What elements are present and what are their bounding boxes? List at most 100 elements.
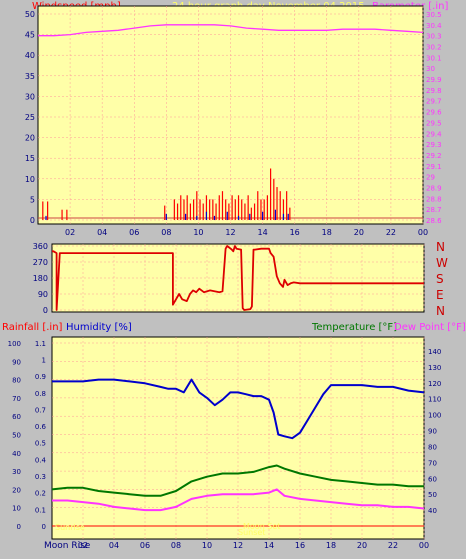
humidity-y-tick-label: 0 [17,523,21,531]
x-tick-label: 02 [65,228,75,237]
baro-y-tick-label: 30.3 [426,33,442,41]
panel3-contents: 02 04 06 08 10 12 14 16 18 20 22 000102030405060708… [8,337,441,550]
dewpoint-line [52,488,425,512]
wind-y-tick-label: 15 [25,154,35,163]
compass-label: E [436,288,444,302]
humidity-y-tick-label: 90 [12,358,21,366]
wind-y-tick-label: 40 [25,51,35,60]
humidity-y-tick-label: 100 [8,340,21,348]
x-tick-label: 14 [264,541,274,550]
temperature-y-tick-label: 100 [428,412,441,420]
baro-y-tick-label: 29.2 [426,152,442,160]
wind-y-tick-label: 0 [30,216,35,225]
rain-y-tick-label: 0.5 [35,440,46,448]
direction-y-tick-label: 270 [33,258,48,267]
compass-label: S [436,272,444,286]
x-tick-label: 04 [97,228,107,237]
humidity-y-tick-label: 50 [12,432,21,440]
baro-y-tick-label: 29.8 [426,87,442,95]
baro-y-tick-label: 29 [426,174,435,182]
x-tick-label: 16 [295,541,305,550]
x-tick-label: 12 [233,541,243,550]
temperature-y-tick-label: 90 [428,428,437,436]
x-tick-label: 08 [171,541,181,550]
x-tick-label: 22 [386,228,396,237]
humidity-y-tick-label: 70 [12,395,21,403]
compass-label: N [436,240,445,254]
barometer-line [38,24,424,37]
direction-y-tick-label: 360 [33,242,48,251]
x-tick-label: 00 [419,541,429,550]
x-tick-label: 18 [326,541,336,550]
rain-y-tick-label: 0.7 [35,406,46,414]
baro-y-tick-label: 29.3 [426,141,442,149]
wind-y-tick-label: 35 [25,72,35,81]
dewpoint-legend: Dew Point [°F] [394,322,466,333]
baro-y-tick-label: 29.9 [426,76,442,84]
rain-y-tick-label: 0.3 [35,473,46,481]
baro-y-tick-label: 29.1 [426,163,442,171]
rain-y-tick-label: 1 [42,356,46,364]
wind-y-tick-label: 25 [25,113,35,122]
baro-y-tick-label: 30.2 [426,44,442,52]
x-tick-label: 20 [357,541,367,550]
wind-y-tick-label: 10 [25,175,35,184]
temperature-line [51,464,424,497]
temperature-y-tick-label: 80 [428,443,437,451]
x-tick-label: 06 [140,541,150,550]
x-tick-label: 04 [109,541,119,550]
direction-y-tick-label: 90 [38,290,48,299]
humidity-y-tick-label: 60 [12,413,21,421]
baro-y-tick-label: 30.4 [426,22,442,30]
x-tick-label: 14 [257,228,267,237]
x-tick-label: 12 [225,228,235,237]
humidity-line [52,378,425,440]
x-tick-label: 10 [202,541,212,550]
x-tick-label: 16 [290,228,300,237]
sunset-label: Sunset [238,528,265,537]
rain-y-tick-label: 0.1 [35,506,46,514]
temperature-y-tick-label: 40 [428,507,437,515]
temperature-y-tick-label: 110 [428,396,441,404]
baro-y-tick-label: 29.6 [426,109,442,117]
rain-y-tick-label: 0 [42,523,46,531]
wind-y-tick-label: 20 [25,134,35,143]
temperature-y-tick-label: 70 [428,459,437,467]
compass-label: W [436,256,448,270]
temperature-y-tick-label: 50 [428,491,437,499]
temperature-y-tick-label: 130 [428,364,441,372]
rain-y-tick-label: 0.8 [35,390,46,398]
baro-y-tick-label: 28.8 [426,195,442,203]
wind-y-tick-label: 5 [30,195,35,204]
rain-y-tick-label: 0.4 [35,456,47,464]
baro-y-tick-label: 30.5 [426,11,442,19]
x-tick-label: 08 [161,228,171,237]
temperature-y-tick-label: 140 [428,348,441,356]
baro-y-tick-label: 28.7 [426,206,442,214]
x-tick-label: 10 [193,228,203,237]
baro-y-tick-label: 29.7 [426,98,442,106]
wind-y-tick-label: 50 [25,10,35,19]
humidity-legend: Humidity [%] [66,322,132,333]
humidity-y-tick-label: 20 [12,486,21,494]
x-tick-label: 18 [322,228,332,237]
panel1-contents: 02 04 06 08 10 12 14 16 18 20 22 000510152025303540… [25,6,442,237]
wind-direction-line [52,245,424,311]
x-tick-label: 20 [354,228,364,237]
baro-y-tick-label: 29.4 [426,130,442,138]
rain-y-tick-label: 0.2 [35,490,46,498]
baro-y-tick-label: 28.6 [426,217,442,225]
rain-y-tick-label: 0.9 [35,373,46,381]
wind-y-tick-label: 30 [25,92,35,101]
rain-y-tick-label: 0.6 [35,423,47,431]
x-tick-label: 22 [388,541,398,550]
humidity-y-tick-label: 10 [12,505,21,513]
wind-y-tick-label: 45 [25,31,35,40]
baro-y-tick-label: 30.1 [426,54,442,62]
rain-y-tick-label: 1.1 [35,340,46,348]
humidity-y-tick-label: 30 [12,468,21,476]
temperature-y-tick-label: 120 [428,380,441,388]
humidity-y-tick-label: 80 [12,377,21,385]
